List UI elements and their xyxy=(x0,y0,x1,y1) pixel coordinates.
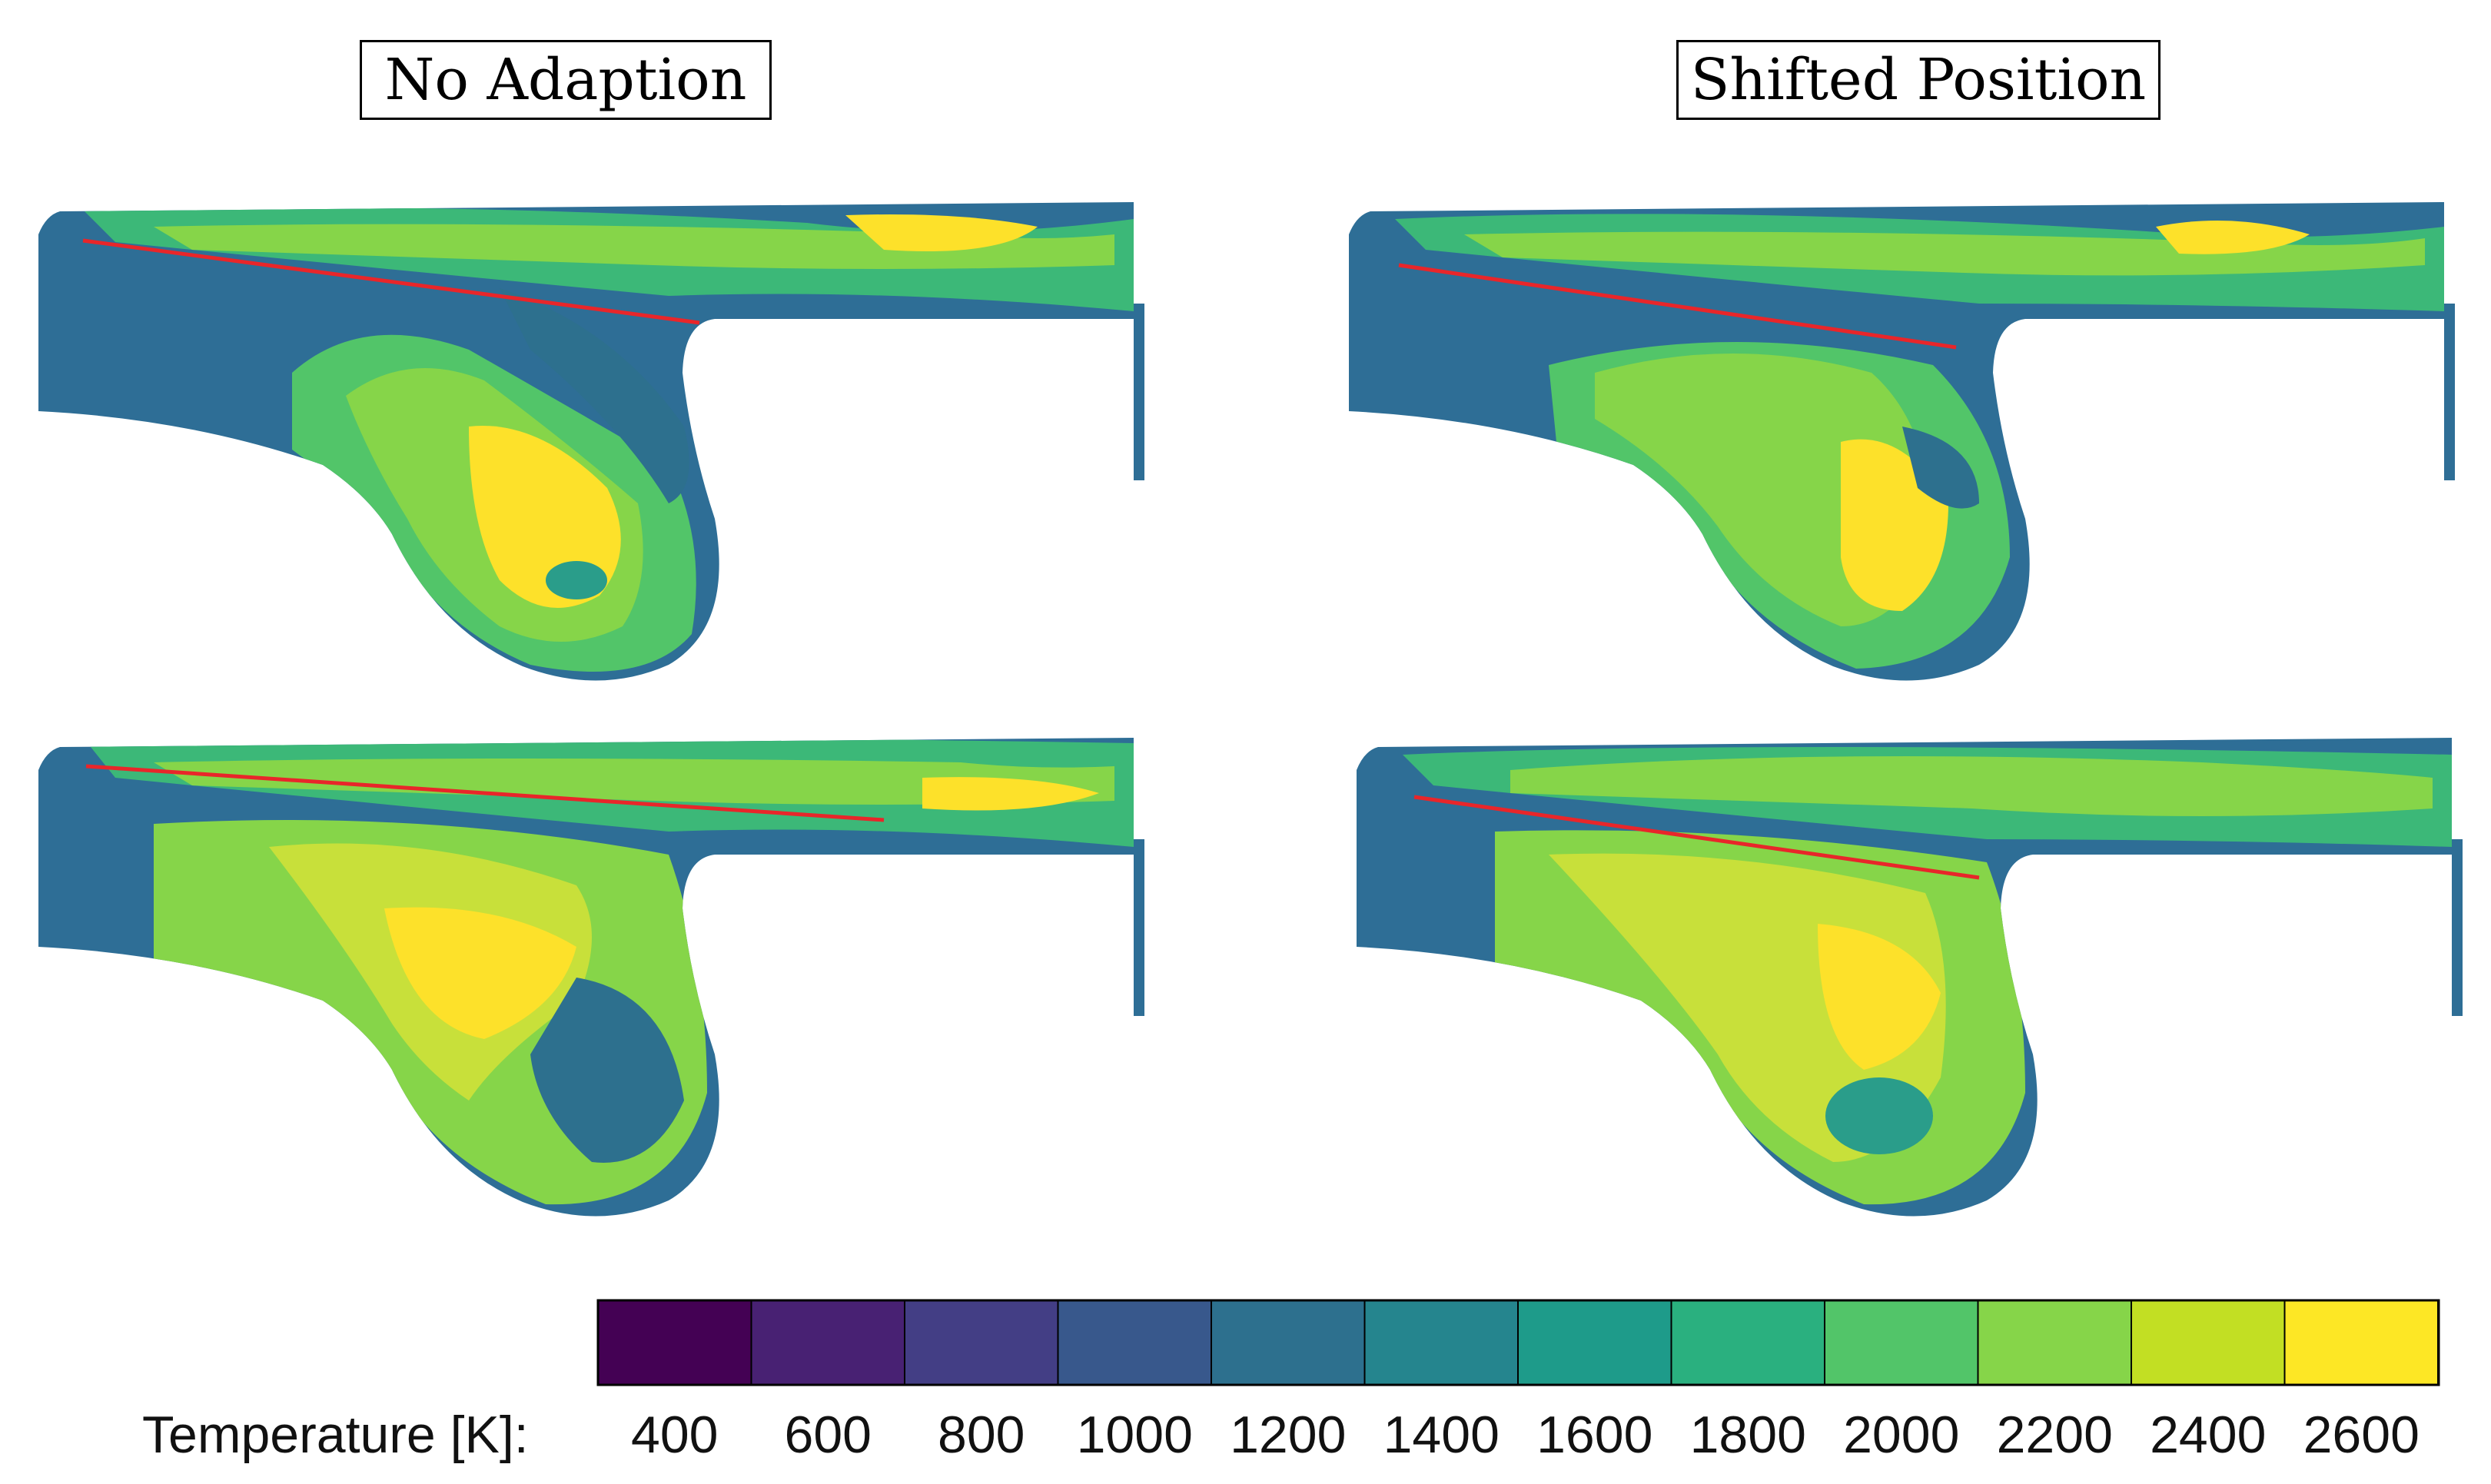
marker-line xyxy=(82,238,700,325)
field-cool-core xyxy=(530,978,684,1163)
colorbar-tick-label: 2400 xyxy=(2150,1406,2267,1464)
colorbar-swatch xyxy=(904,1300,1059,1386)
field-small-cool-spot xyxy=(546,561,607,599)
field-right-strip xyxy=(2444,304,2455,480)
colorbar-tick-label: 2200 xyxy=(1996,1406,2113,1464)
colorbar-tick-label: 1400 xyxy=(1383,1406,1500,1464)
colorbar-swatch xyxy=(1670,1300,1825,1386)
colorbar-tick-label: 2600 xyxy=(2303,1406,2420,1464)
colorbar-swatch xyxy=(1517,1300,1672,1386)
colorbar-swatches xyxy=(597,1300,2439,1386)
field-cool-streak xyxy=(500,288,689,503)
colorbar-swatch xyxy=(2131,1300,2286,1386)
marker-line xyxy=(85,764,885,822)
colorbar-tick-label: 800 xyxy=(938,1406,1025,1464)
colorbar-swatch xyxy=(1211,1300,1366,1386)
colorbar-swatch xyxy=(1057,1300,1212,1386)
marker-line xyxy=(1413,795,1980,880)
field-hot-spot-top xyxy=(922,777,1099,811)
field-hot-core xyxy=(1818,924,1941,1070)
field-hot-spot-top xyxy=(2156,221,2310,254)
temperature-field-top-left xyxy=(38,202,1144,681)
colorbar-tick-label: 1600 xyxy=(1536,1406,1653,1464)
temperature-field-bottom-left xyxy=(38,738,1144,1217)
colorbar-swatch xyxy=(2283,1300,2439,1386)
field-hot-core xyxy=(384,907,576,1039)
colorbar-tick-label: 1000 xyxy=(1076,1406,1193,1464)
field-top-band-light xyxy=(1510,756,2433,816)
marker-line xyxy=(1398,263,1957,350)
colorbar-swatch xyxy=(1363,1300,1519,1386)
colorbar-swatch xyxy=(597,1300,752,1386)
colorbar-swatch xyxy=(750,1300,905,1386)
field-hot-spot-top xyxy=(845,214,1038,251)
field-right-strip xyxy=(1134,304,1144,480)
colorbar-label: Temperature [K]: xyxy=(142,1406,529,1464)
field-top-band-light xyxy=(154,759,1114,805)
colorbar-tick-label: 1200 xyxy=(1230,1406,1347,1464)
colorbar-swatch xyxy=(1977,1300,2132,1386)
colorbar-tick-label: 1800 xyxy=(1689,1406,1806,1464)
field-cool-spot xyxy=(1902,427,1979,509)
temperature-field-bottom-right xyxy=(1357,738,2463,1217)
temperature-field-top-right xyxy=(1349,202,2455,681)
colorbar-tick-label: 2000 xyxy=(1843,1406,1960,1464)
column-title-shifted-position: Shifted Position xyxy=(1676,40,2161,120)
colorbar-tick-label: 400 xyxy=(631,1406,719,1464)
column-title-no-adaption: No Adaption xyxy=(360,40,772,120)
colorbar-swatch xyxy=(1824,1300,1979,1386)
colorbar-tick-label: 600 xyxy=(784,1406,872,1464)
colorbar-frame xyxy=(596,1299,2440,1386)
field-right-strip xyxy=(2452,839,2463,1016)
field-cool-spot xyxy=(1825,1077,1933,1154)
field-right-strip xyxy=(1134,839,1144,1016)
